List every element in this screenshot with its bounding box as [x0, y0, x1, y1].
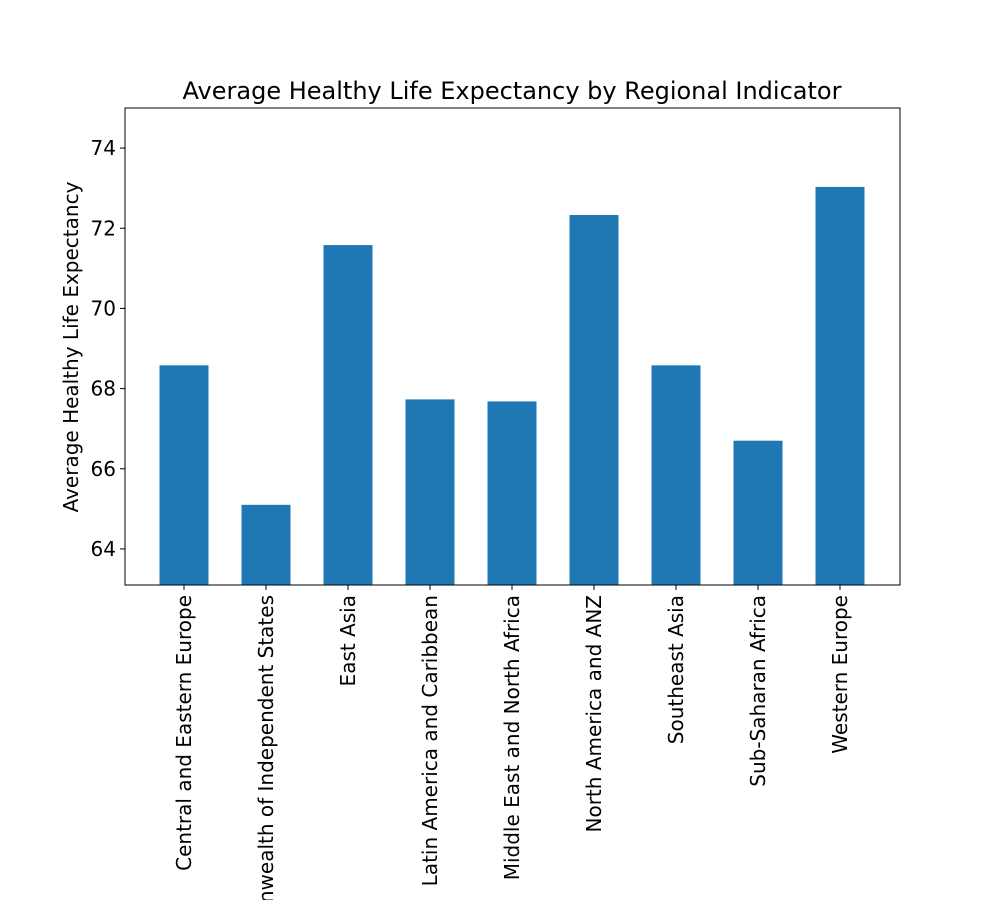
x-tick-label: Western Europe [828, 595, 852, 754]
y-tick-label: 68 [91, 377, 116, 401]
x-tick-label: North America and ANZ [582, 595, 606, 832]
x-tick-label: Latin America and Caribbean [418, 595, 442, 886]
y-tick-label: 64 [91, 537, 116, 561]
y-tick-label: 66 [91, 457, 116, 481]
y-tick-label: 70 [91, 296, 116, 320]
x-tick-label: Central and Eastern Europe [172, 595, 196, 871]
y-tick-label: 72 [91, 216, 116, 240]
chart-title: Average Healthy Life Expectancy by Regio… [183, 77, 842, 105]
bar-7 [733, 440, 783, 585]
bar-1 [241, 504, 291, 585]
x-tick-label: Sub-Saharan Africa [746, 595, 770, 787]
bars-group [159, 186, 865, 586]
bar-6 [651, 365, 701, 585]
x-tick-label: Middle East and North Africa [500, 595, 524, 880]
x-tick-label: East Asia [336, 595, 360, 686]
x-axis-ticks: Central and Eastern Europe Commonwealth o… [172, 585, 852, 900]
x-tick-label: Southeast Asia [664, 595, 688, 744]
bar-5 [569, 215, 619, 586]
axes-frame [124, 107, 901, 586]
bar-2 [323, 245, 373, 585]
y-axis-label: Average Healthy Life Expectancy [59, 181, 83, 512]
bar-8 [815, 186, 865, 585]
bar-4 [487, 401, 537, 585]
y-tick-label: 74 [91, 136, 116, 160]
x-tick-label: Commonwealth of Independent States [254, 595, 278, 900]
bar-0 [159, 365, 209, 585]
bar-3 [405, 399, 455, 585]
y-axis-ticks: 64 66 68 70 72 74 [91, 136, 125, 561]
